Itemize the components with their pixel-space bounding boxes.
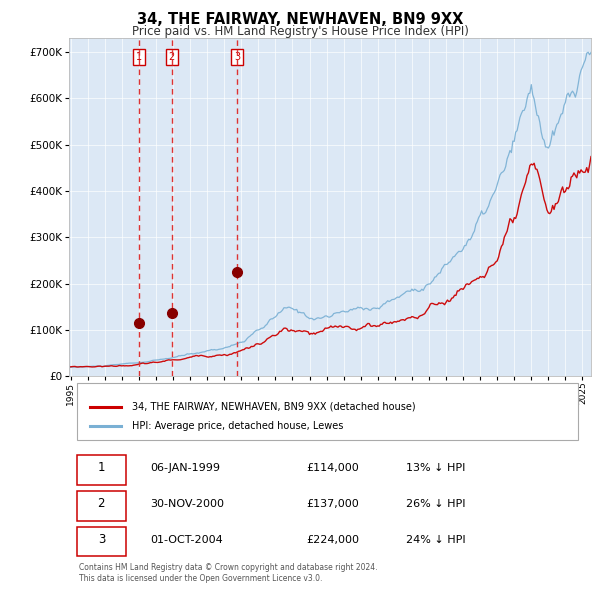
Text: Contains HM Land Registry data © Crown copyright and database right 2024.
This d: Contains HM Land Registry data © Crown c… xyxy=(79,563,378,583)
FancyBboxPatch shape xyxy=(77,491,127,520)
FancyBboxPatch shape xyxy=(77,455,127,485)
Text: 06-JAN-1999: 06-JAN-1999 xyxy=(150,463,220,473)
Text: 01-OCT-2004: 01-OCT-2004 xyxy=(150,535,223,545)
Text: 30-NOV-2000: 30-NOV-2000 xyxy=(150,499,224,509)
Text: 13% ↓ HPI: 13% ↓ HPI xyxy=(406,463,465,473)
Text: £114,000: £114,000 xyxy=(307,463,359,473)
Text: 2: 2 xyxy=(98,497,105,510)
Text: Price paid vs. HM Land Registry's House Price Index (HPI): Price paid vs. HM Land Registry's House … xyxy=(131,25,469,38)
Text: 34, THE FAIRWAY, NEWHAVEN, BN9 9XX: 34, THE FAIRWAY, NEWHAVEN, BN9 9XX xyxy=(137,12,463,27)
Text: 1: 1 xyxy=(98,461,105,474)
Text: 34, THE FAIRWAY, NEWHAVEN, BN9 9XX (detached house): 34, THE FAIRWAY, NEWHAVEN, BN9 9XX (deta… xyxy=(131,402,415,412)
Text: 1: 1 xyxy=(136,52,142,62)
Text: 3: 3 xyxy=(234,52,240,62)
FancyBboxPatch shape xyxy=(77,527,127,556)
Text: HPI: Average price, detached house, Lewes: HPI: Average price, detached house, Lewe… xyxy=(131,421,343,431)
Text: 24% ↓ HPI: 24% ↓ HPI xyxy=(406,535,466,545)
Text: £224,000: £224,000 xyxy=(307,535,359,545)
Text: 2: 2 xyxy=(169,52,175,62)
Text: 3: 3 xyxy=(98,533,105,546)
FancyBboxPatch shape xyxy=(77,384,578,440)
Text: £137,000: £137,000 xyxy=(307,499,359,509)
Text: 26% ↓ HPI: 26% ↓ HPI xyxy=(406,499,465,509)
